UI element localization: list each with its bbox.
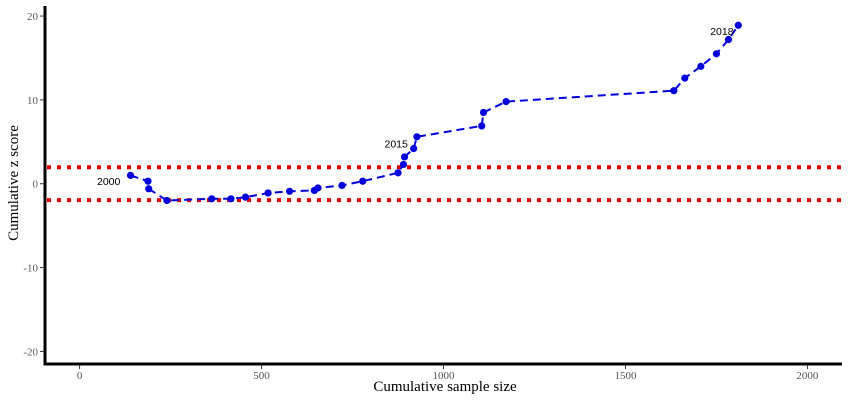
x-tick-label: 2000 — [796, 370, 819, 382]
data-point — [145, 185, 153, 193]
data-point — [227, 195, 235, 203]
year-annotation: 2015 — [385, 138, 409, 150]
y-tick-label: -20 — [23, 346, 38, 358]
data-point — [478, 122, 486, 130]
data-point — [241, 193, 250, 201]
series — [126, 21, 742, 205]
data-point — [724, 35, 733, 44]
axes — [43, 6, 842, 366]
data-point — [681, 74, 689, 82]
threshold-lines — [47, 165, 842, 203]
data-point — [163, 196, 171, 205]
data-point — [410, 144, 418, 153]
x-tick-label: 0 — [77, 370, 83, 382]
data-point — [338, 181, 346, 190]
y-tick-label: -10 — [23, 263, 38, 275]
x-tick-label: 500 — [253, 370, 270, 382]
y-axis-title: Cumulative z score — [6, 125, 22, 241]
data-point — [285, 187, 294, 195]
data-point — [697, 62, 705, 70]
y-tick-label: 0 — [33, 179, 39, 191]
data-point — [314, 184, 322, 192]
data-point — [670, 87, 678, 95]
data-point — [734, 21, 742, 29]
data-point — [359, 177, 367, 185]
data-point — [400, 153, 409, 161]
data-point — [502, 97, 510, 106]
x-axis-title: Cumulative sample size — [373, 379, 517, 395]
year-annotation: 2000 — [97, 176, 121, 188]
x-tick-label: 1500 — [614, 370, 637, 382]
data-point — [712, 50, 721, 58]
data-point — [413, 133, 421, 141]
year-annotation: 2018 — [710, 26, 734, 38]
tick-labels: 0 500 1000 1500 2000 -20 -10 0 10 20 — [23, 11, 819, 382]
data-point — [399, 160, 408, 169]
data-point — [144, 177, 152, 185]
data-point — [394, 169, 402, 177]
data-point — [264, 189, 272, 197]
y-tick-label: 10 — [27, 95, 39, 107]
x-tick-label: 1000 — [433, 370, 456, 382]
data-point — [126, 171, 135, 179]
point-annotations: 2000 2015 2018 — [97, 26, 734, 188]
data-point — [479, 108, 488, 117]
y-tick-label: 20 — [27, 11, 39, 23]
data-point — [208, 195, 216, 203]
cumulative-z-line — [130, 24, 740, 202]
